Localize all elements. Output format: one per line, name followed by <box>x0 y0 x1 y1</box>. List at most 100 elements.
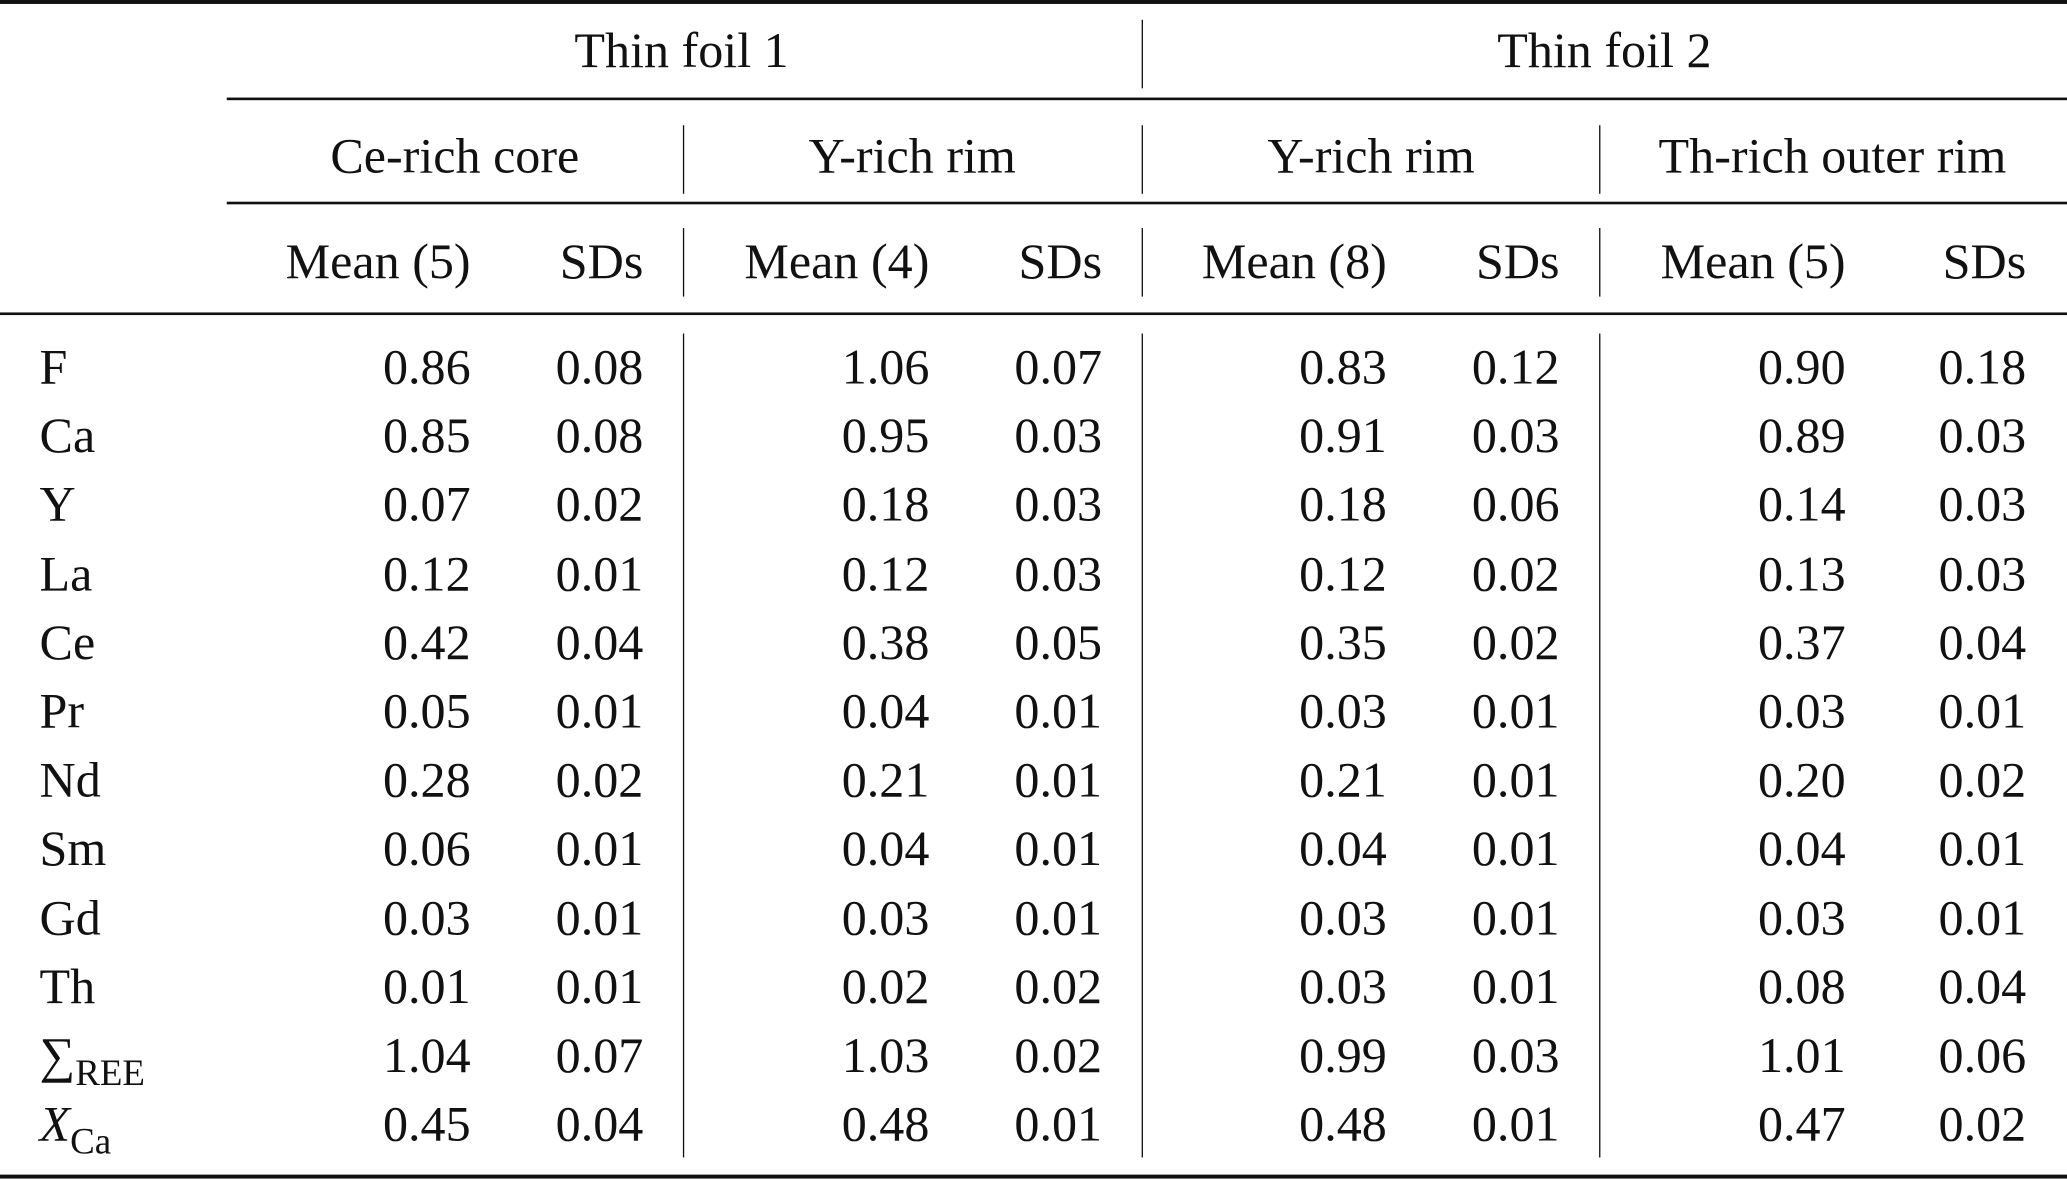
table-cell: 0.28 <box>382 752 471 809</box>
row-label-text: Th <box>39 959 96 1015</box>
row-label-text: F <box>39 340 68 396</box>
table-cell: 0.99 <box>1299 1028 1387 1084</box>
row-label: Pr <box>40 687 85 737</box>
table-cell: 0.35 <box>1299 615 1387 671</box>
table-cell: 0.01 <box>1938 684 2027 740</box>
row-label: Sm <box>40 824 107 874</box>
table-cell: 0.01 <box>555 890 644 947</box>
table-cell: 0.42 <box>382 615 471 671</box>
row-label-subscript: Ca <box>70 1122 112 1163</box>
table-cell: 0.91 <box>1299 408 1387 465</box>
table-cell: 0.06 <box>1471 477 1560 534</box>
row-label: Ce <box>40 618 96 668</box>
row-label: Th <box>40 962 96 1012</box>
table-cell: 0.01 <box>1471 1097 1560 1153</box>
table-cell: 0.04 <box>1938 959 2027 1015</box>
table-cell: 0.01 <box>1938 821 2027 878</box>
table-cell: 0.01 <box>1471 890 1560 947</box>
column-separator <box>1599 333 1601 1158</box>
table-cell: 0.12 <box>382 546 471 602</box>
table-cell: 0.48 <box>1299 1097 1387 1153</box>
table-cell: 0.03 <box>1299 959 1387 1015</box>
table-cell: 0.05 <box>1014 615 1103 671</box>
table-cell: 0.02 <box>1938 752 2027 809</box>
table-cell: 0.01 <box>555 684 644 740</box>
table-cell: 0.02 <box>555 477 644 534</box>
row-label-text: Sm <box>39 821 107 878</box>
table-cell: 0.86 <box>382 340 471 396</box>
table-cell: 0.47 <box>1757 1097 1846 1153</box>
table-cell: 1.03 <box>841 1028 930 1084</box>
column-separator <box>682 228 685 297</box>
table-cell: 0.01 <box>555 546 644 602</box>
table-cell: 0.18 <box>1299 477 1387 534</box>
subgroup-rule <box>226 201 2067 204</box>
table-cell: 0.12 <box>841 546 930 602</box>
table-cell: 0.12 <box>1299 546 1387 602</box>
table-cell: 0.04 <box>555 615 644 671</box>
table-cell: 0.02 <box>1938 1097 2027 1153</box>
column-header: SDs <box>1018 234 1103 291</box>
table-cell: 0.21 <box>1299 752 1387 809</box>
table-cell: 0.14 <box>1757 477 1846 534</box>
row-label-subscript: REE <box>75 1053 145 1095</box>
column-header: SDs <box>1942 234 2027 291</box>
table-cell: 0.01 <box>382 959 471 1015</box>
table-cell: 0.89 <box>1757 408 1846 465</box>
table-cell: 0.95 <box>841 408 930 465</box>
table-cell: 0.04 <box>555 1097 644 1153</box>
column-separator <box>1141 228 1144 297</box>
table-cell: 1.06 <box>841 340 930 396</box>
column-separator <box>682 125 685 194</box>
table-cell: 0.07 <box>555 1028 644 1084</box>
column-header: Mean (5) <box>285 234 471 291</box>
table-cell: 0.07 <box>382 477 471 534</box>
subgroup-header: Y-rich rim <box>1267 129 1475 185</box>
table-cell: 0.01 <box>1471 959 1560 1015</box>
subgroup-header: Y-rich rim <box>808 129 1016 185</box>
table-cell: 0.02 <box>1014 1028 1103 1084</box>
table-cell: 0.02 <box>1471 546 1560 602</box>
table-cell: 0.05 <box>382 684 471 740</box>
row-label: Gd <box>40 893 101 943</box>
row-label: F <box>40 343 68 393</box>
table-cell: 0.08 <box>555 340 644 396</box>
group-separator <box>1141 19 1144 89</box>
table-cell: 0.04 <box>1938 615 2027 671</box>
table-cell: 0.38 <box>841 615 930 671</box>
table-cell: 0.03 <box>1299 890 1387 947</box>
row-label-text: Y <box>39 477 76 534</box>
table-cell: 1.01 <box>1757 1028 1846 1084</box>
table-cell: 0.03 <box>1014 477 1103 534</box>
row-label-text: Gd <box>39 890 101 947</box>
table-cell: 0.03 <box>1471 1028 1560 1084</box>
column-separator <box>682 333 685 1158</box>
column-header: SDs <box>1476 234 1560 291</box>
table-cell: 0.03 <box>382 890 471 947</box>
row-label-text: Ce <box>39 615 96 671</box>
table-cell: 0.85 <box>382 408 471 465</box>
header-bottom-rule <box>0 312 2067 316</box>
table-cell: 0.01 <box>555 959 644 1015</box>
table-cell: 1.04 <box>382 1028 471 1084</box>
column-header: Mean (8) <box>1201 234 1387 291</box>
table-cell: 0.02 <box>841 959 930 1015</box>
table-cell: 0.83 <box>1299 340 1387 396</box>
subgroup-header: Ce-rich core <box>330 129 580 185</box>
table-cell: 0.04 <box>1299 821 1387 878</box>
table-cell: 0.01 <box>555 821 644 878</box>
bottom-rule <box>0 1174 2067 1179</box>
row-label-text: La <box>39 546 93 602</box>
table-cell: 0.04 <box>841 684 930 740</box>
table-cell: 0.01 <box>1014 752 1103 809</box>
column-header: Mean (4) <box>744 234 930 291</box>
table-cell: 0.03 <box>1938 546 2027 602</box>
group-header: Thin foil 1 <box>574 23 789 80</box>
column-separator <box>1141 333 1144 1158</box>
table-cell: 0.03 <box>1938 477 2027 534</box>
row-label: La <box>40 549 93 599</box>
table-cell: 0.08 <box>555 408 644 465</box>
table-cell: 0.07 <box>1014 340 1103 396</box>
group-header: Thin foil 2 <box>1497 23 1712 80</box>
